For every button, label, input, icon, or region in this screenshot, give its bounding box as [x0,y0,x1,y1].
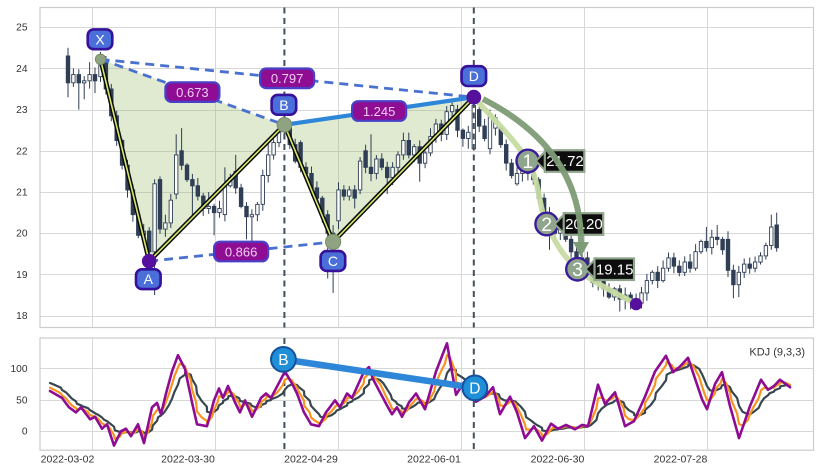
svg-text:20.20: 20.20 [565,216,603,233]
svg-text:2022-06-30: 2022-06-30 [531,454,585,466]
svg-text:1.245: 1.245 [363,104,396,119]
svg-text:A: A [144,271,154,287]
svg-text:X: X [95,31,105,47]
svg-text:KDJ (9,3,3): KDJ (9,3,3) [749,347,805,359]
svg-text:22: 22 [16,146,28,157]
svg-text:19: 19 [16,270,28,281]
svg-text:2: 2 [541,214,552,236]
svg-text:100: 100 [11,364,28,375]
svg-text:C: C [328,253,338,269]
svg-text:2022-03-02: 2022-03-02 [41,454,95,466]
svg-text:D: D [469,68,479,84]
svg-text:0.866: 0.866 [225,244,258,259]
svg-text:21: 21 [16,188,28,199]
svg-text:0.797: 0.797 [271,71,304,86]
svg-text:23: 23 [16,105,28,116]
svg-text:B: B [278,352,288,369]
svg-text:2022-03-30: 2022-03-30 [161,454,215,466]
svg-text:25: 25 [16,23,28,34]
svg-text:B: B [279,97,288,113]
svg-text:D: D [469,380,480,397]
svg-text:2022-06-01: 2022-06-01 [407,454,461,466]
svg-text:18: 18 [16,311,28,322]
svg-text:24: 24 [16,64,28,75]
svg-text:2022-04-29: 2022-04-29 [284,454,338,466]
svg-text:3: 3 [572,259,583,281]
svg-text:0: 0 [22,427,28,438]
svg-text:20: 20 [16,229,28,240]
svg-text:50: 50 [16,395,28,406]
svg-text:19.15: 19.15 [596,261,634,278]
svg-text:2022-07-28: 2022-07-28 [654,454,708,466]
svg-text:1: 1 [522,151,533,173]
svg-text:0.673: 0.673 [176,85,209,100]
